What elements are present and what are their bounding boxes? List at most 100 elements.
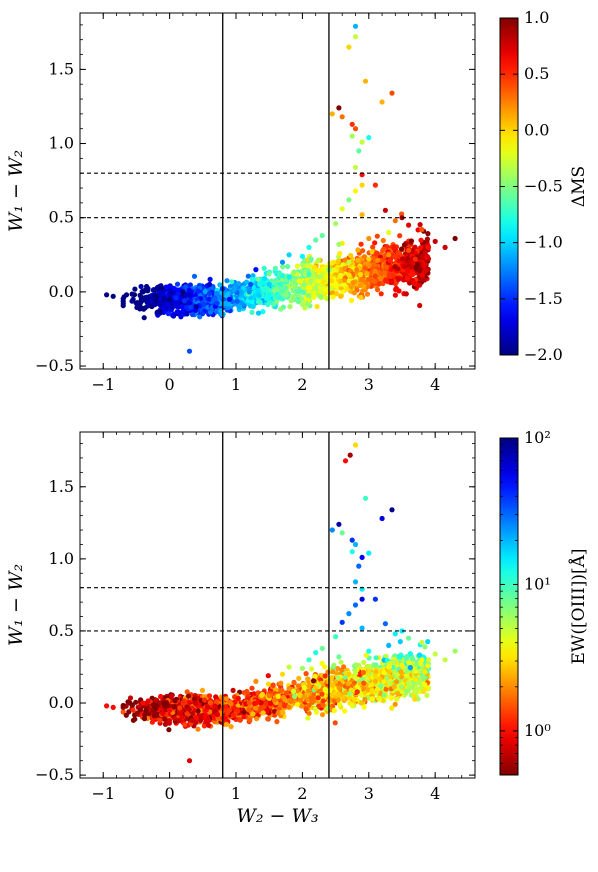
data-point [207, 276, 213, 282]
data-point [341, 664, 347, 670]
data-point [364, 271, 370, 277]
data-point [161, 295, 167, 301]
data-point [149, 303, 155, 310]
data-point [383, 278, 389, 284]
data-point [316, 278, 322, 284]
data-point [123, 712, 129, 718]
data-point [338, 659, 344, 665]
data-point [417, 282, 423, 288]
data-point [310, 290, 316, 296]
data-point [337, 278, 343, 284]
data-point [263, 295, 270, 301]
data-point [340, 694, 346, 700]
data-point [374, 287, 381, 293]
y-tick-label: −0.5 [35, 356, 74, 375]
data-point [417, 652, 423, 658]
data-point [130, 717, 136, 723]
data-point [266, 292, 272, 298]
data-point [167, 296, 173, 302]
data-point [133, 699, 139, 705]
data-point [357, 282, 363, 289]
data-point [378, 291, 384, 297]
data-point [291, 680, 297, 686]
data-point [346, 197, 352, 203]
data-point [276, 271, 282, 278]
data-point [355, 257, 361, 263]
data-point [213, 694, 219, 700]
data-point [206, 281, 213, 287]
data-point [257, 281, 263, 287]
data-point [127, 695, 134, 701]
data-point [366, 262, 372, 268]
data-point [370, 244, 376, 250]
data-point [146, 296, 152, 302]
data-point [349, 133, 355, 139]
data-point [351, 290, 357, 296]
data-point [394, 696, 400, 702]
data-point [261, 265, 267, 271]
data-point [229, 279, 235, 285]
data-point [389, 705, 395, 711]
data-point [372, 182, 378, 188]
data-point [255, 288, 261, 294]
data-point [181, 298, 188, 304]
data-point [266, 281, 272, 287]
colorbar-tick-label: −1.0 [524, 233, 563, 252]
y-tick-label: 1.0 [49, 134, 74, 153]
data-point [186, 293, 192, 299]
y-tick-label: 1.5 [49, 59, 74, 78]
data-point [346, 44, 352, 50]
colorbar-tick-label: 1.0 [524, 8, 549, 27]
data-point [249, 685, 255, 691]
data-point [154, 294, 160, 300]
data-point [246, 289, 252, 295]
data-point [387, 257, 393, 263]
data-point [294, 288, 300, 294]
data-point [286, 274, 292, 280]
data-point [418, 237, 424, 243]
data-point [199, 687, 206, 694]
data-point [372, 278, 378, 284]
data-point [396, 276, 402, 282]
data-point [188, 304, 194, 310]
data-point [222, 300, 228, 307]
data-point [425, 244, 432, 250]
data-point [232, 285, 238, 291]
data-point [184, 689, 190, 695]
data-point [397, 233, 403, 239]
data-point [393, 285, 399, 291]
data-point [104, 292, 110, 298]
data-point [422, 686, 428, 692]
data-point [180, 308, 186, 314]
data-point [305, 676, 311, 683]
data-point [416, 268, 422, 274]
data-point [236, 303, 242, 309]
data-point [317, 285, 323, 291]
data-point [352, 164, 359, 170]
data-point [369, 696, 375, 702]
data-point [359, 139, 365, 145]
data-point [383, 686, 389, 692]
data-point [301, 289, 307, 295]
data-point [330, 294, 336, 300]
data-point [206, 291, 212, 297]
data-point [249, 276, 256, 283]
x-tick-label: 3 [364, 375, 374, 394]
data-point [132, 286, 138, 292]
data-point [359, 212, 365, 218]
data-point [342, 265, 348, 271]
data-point [303, 706, 309, 712]
data-point [312, 264, 318, 270]
data-point [250, 303, 256, 310]
data-point [334, 291, 340, 297]
data-point [306, 285, 312, 291]
data-point [353, 670, 359, 676]
data-point [366, 235, 372, 242]
colorbar-tick-label: 0.0 [524, 120, 549, 139]
data-point [160, 290, 166, 296]
data-point [138, 283, 144, 290]
data-point [278, 306, 284, 312]
data-point [406, 260, 412, 266]
data-point [339, 206, 345, 212]
x-tick-label: 0 [165, 375, 175, 394]
